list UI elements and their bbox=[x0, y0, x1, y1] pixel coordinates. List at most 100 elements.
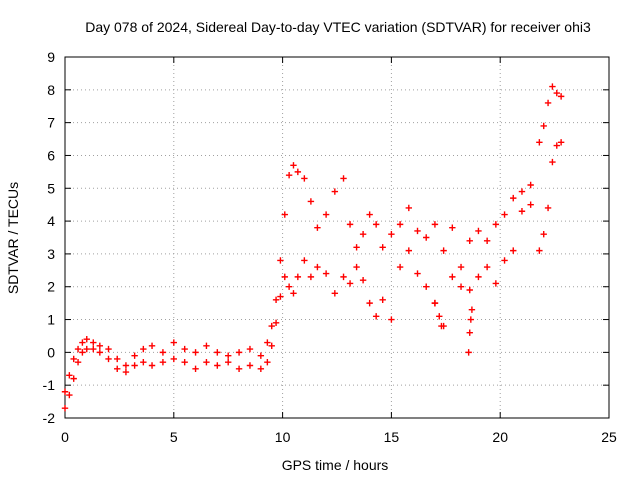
y-tick-label: 7 bbox=[47, 115, 55, 131]
data-point bbox=[257, 352, 265, 359]
data-point bbox=[66, 372, 73, 379]
data-point bbox=[540, 122, 547, 130]
data-point bbox=[307, 273, 315, 281]
data-point bbox=[553, 89, 560, 97]
data-point bbox=[281, 273, 288, 281]
y-tick-label: 9 bbox=[47, 49, 55, 65]
data-point bbox=[281, 211, 288, 218]
data-point bbox=[66, 391, 73, 399]
data-point bbox=[70, 355, 77, 363]
data-point bbox=[405, 247, 413, 254]
data-point bbox=[431, 299, 439, 307]
data-point bbox=[353, 244, 360, 251]
data-point bbox=[301, 175, 308, 182]
data-point bbox=[294, 273, 302, 281]
data-point bbox=[431, 221, 439, 228]
data-point bbox=[203, 359, 210, 366]
data-point bbox=[379, 244, 386, 251]
data-point bbox=[475, 227, 482, 235]
data-point bbox=[557, 139, 565, 146]
data-point bbox=[61, 404, 69, 412]
data-point bbox=[277, 257, 284, 264]
data-point bbox=[388, 231, 395, 238]
data-point bbox=[170, 339, 177, 346]
series-group bbox=[431, 299, 476, 356]
data-point bbox=[83, 336, 90, 343]
data-point bbox=[214, 362, 221, 369]
data-point bbox=[396, 263, 404, 271]
data-point bbox=[331, 290, 339, 297]
data-point bbox=[423, 234, 430, 241]
x-tick-label: 0 bbox=[61, 429, 69, 445]
data-point bbox=[449, 224, 456, 231]
data-point bbox=[277, 293, 284, 300]
data-point bbox=[359, 231, 367, 238]
data-point bbox=[549, 158, 556, 166]
x-axis-label: GPS time / hours bbox=[282, 457, 389, 473]
data-point bbox=[114, 365, 121, 372]
data-point bbox=[466, 237, 473, 244]
data-point bbox=[353, 263, 360, 271]
plot-frame bbox=[64, 56, 610, 419]
y-tick-label: -1 bbox=[43, 377, 56, 393]
data-point bbox=[301, 257, 308, 264]
data-point bbox=[264, 359, 271, 366]
y-tick-label: 1 bbox=[47, 312, 55, 328]
data-point bbox=[70, 375, 77, 382]
data-point bbox=[436, 313, 443, 320]
data-point bbox=[483, 237, 491, 244]
data-point bbox=[527, 201, 534, 208]
data-point bbox=[79, 349, 86, 356]
x-tick-label: 10 bbox=[275, 429, 291, 445]
data-point bbox=[74, 345, 82, 353]
data-point bbox=[285, 171, 293, 179]
data-point bbox=[540, 231, 547, 238]
data-point bbox=[272, 296, 280, 304]
data-point bbox=[74, 359, 82, 366]
data-point bbox=[192, 349, 199, 356]
data-point bbox=[388, 316, 395, 323]
data-point bbox=[314, 263, 321, 271]
data-point bbox=[203, 342, 210, 349]
data-points bbox=[61, 83, 565, 412]
data-point bbox=[468, 306, 476, 313]
y-tick-label: 6 bbox=[47, 147, 55, 163]
y-tick-label: -2 bbox=[43, 410, 56, 426]
data-point bbox=[366, 211, 373, 218]
data-point bbox=[192, 365, 199, 372]
data-point bbox=[483, 263, 491, 271]
data-point bbox=[159, 349, 167, 356]
data-point bbox=[225, 359, 232, 366]
data-point bbox=[170, 355, 177, 363]
data-point bbox=[257, 365, 265, 372]
data-point bbox=[466, 329, 473, 336]
data-point bbox=[536, 139, 543, 146]
data-point bbox=[140, 345, 147, 353]
data-point bbox=[536, 247, 543, 254]
data-point bbox=[501, 211, 508, 218]
series-group bbox=[61, 139, 565, 412]
data-point bbox=[235, 365, 243, 372]
data-point bbox=[148, 342, 156, 349]
data-point bbox=[290, 162, 297, 169]
y-axis-label: SDTVAR / TECUs bbox=[5, 182, 21, 294]
y-tick-label: 8 bbox=[47, 82, 55, 98]
data-point bbox=[492, 221, 500, 228]
data-point bbox=[518, 188, 526, 195]
data-point bbox=[307, 198, 315, 205]
series-group bbox=[61, 83, 565, 395]
data-point bbox=[61, 388, 69, 395]
data-point bbox=[340, 175, 347, 182]
data-point bbox=[322, 211, 330, 218]
data-point bbox=[518, 208, 526, 215]
data-point bbox=[414, 270, 421, 277]
y-tick-label: 4 bbox=[47, 213, 55, 229]
y-tick-label: 2 bbox=[47, 279, 55, 295]
grid-lines bbox=[65, 57, 609, 418]
y-tick-label: 5 bbox=[47, 180, 55, 196]
data-point bbox=[322, 270, 330, 277]
data-point bbox=[285, 283, 293, 290]
data-point bbox=[235, 349, 243, 356]
data-point bbox=[290, 290, 297, 297]
